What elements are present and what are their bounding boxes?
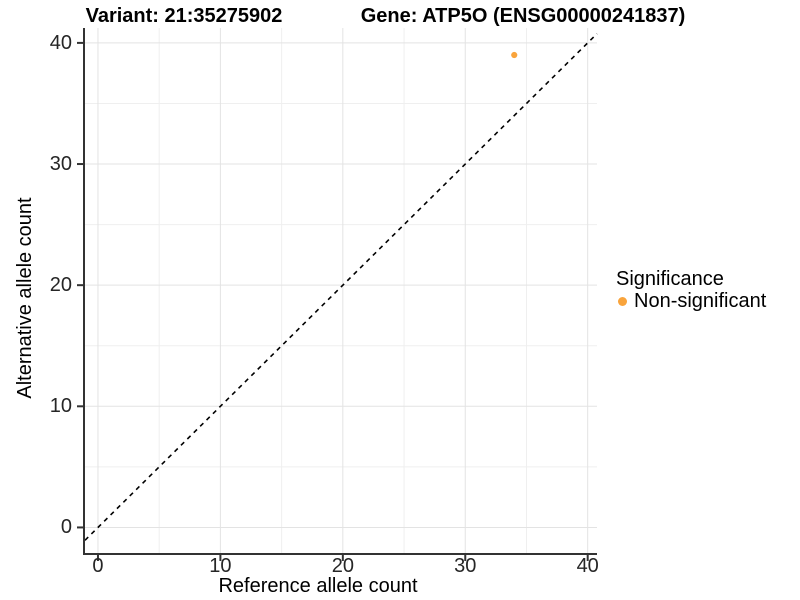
plot-title-gene: Gene: ATP5O (ENSG00000241837) (360, 5, 686, 27)
x-tick-label: 40 (576, 555, 599, 577)
x-tick-label: 30 (454, 555, 477, 577)
y-axis-title: Alternative allele count (14, 197, 36, 399)
legend-title: Significance (616, 268, 724, 290)
legend-item: Non-significant (616, 290, 766, 312)
plot-title-variant: Variant: 21:35275902 (85, 5, 283, 27)
data-point (511, 51, 518, 59)
y-tick-label: 0 (60, 516, 72, 539)
y-tick-label: 10 (49, 395, 72, 418)
legend-item-label: Non-significant (634, 289, 767, 312)
y-tick-label: 30 (49, 153, 72, 176)
legend: Significance Non-significant (616, 268, 766, 312)
x-tick-label: 20 (331, 555, 354, 577)
identity-line (84, 33, 598, 541)
legend-point-icon (618, 296, 627, 306)
x-tick-label: 10 (209, 555, 232, 577)
x-tick-label: 0 (92, 555, 104, 577)
y-tick-label: 40 (49, 31, 72, 54)
x-axis-title: Reference allele count (218, 575, 418, 597)
y-tick-label: 20 (49, 274, 72, 297)
